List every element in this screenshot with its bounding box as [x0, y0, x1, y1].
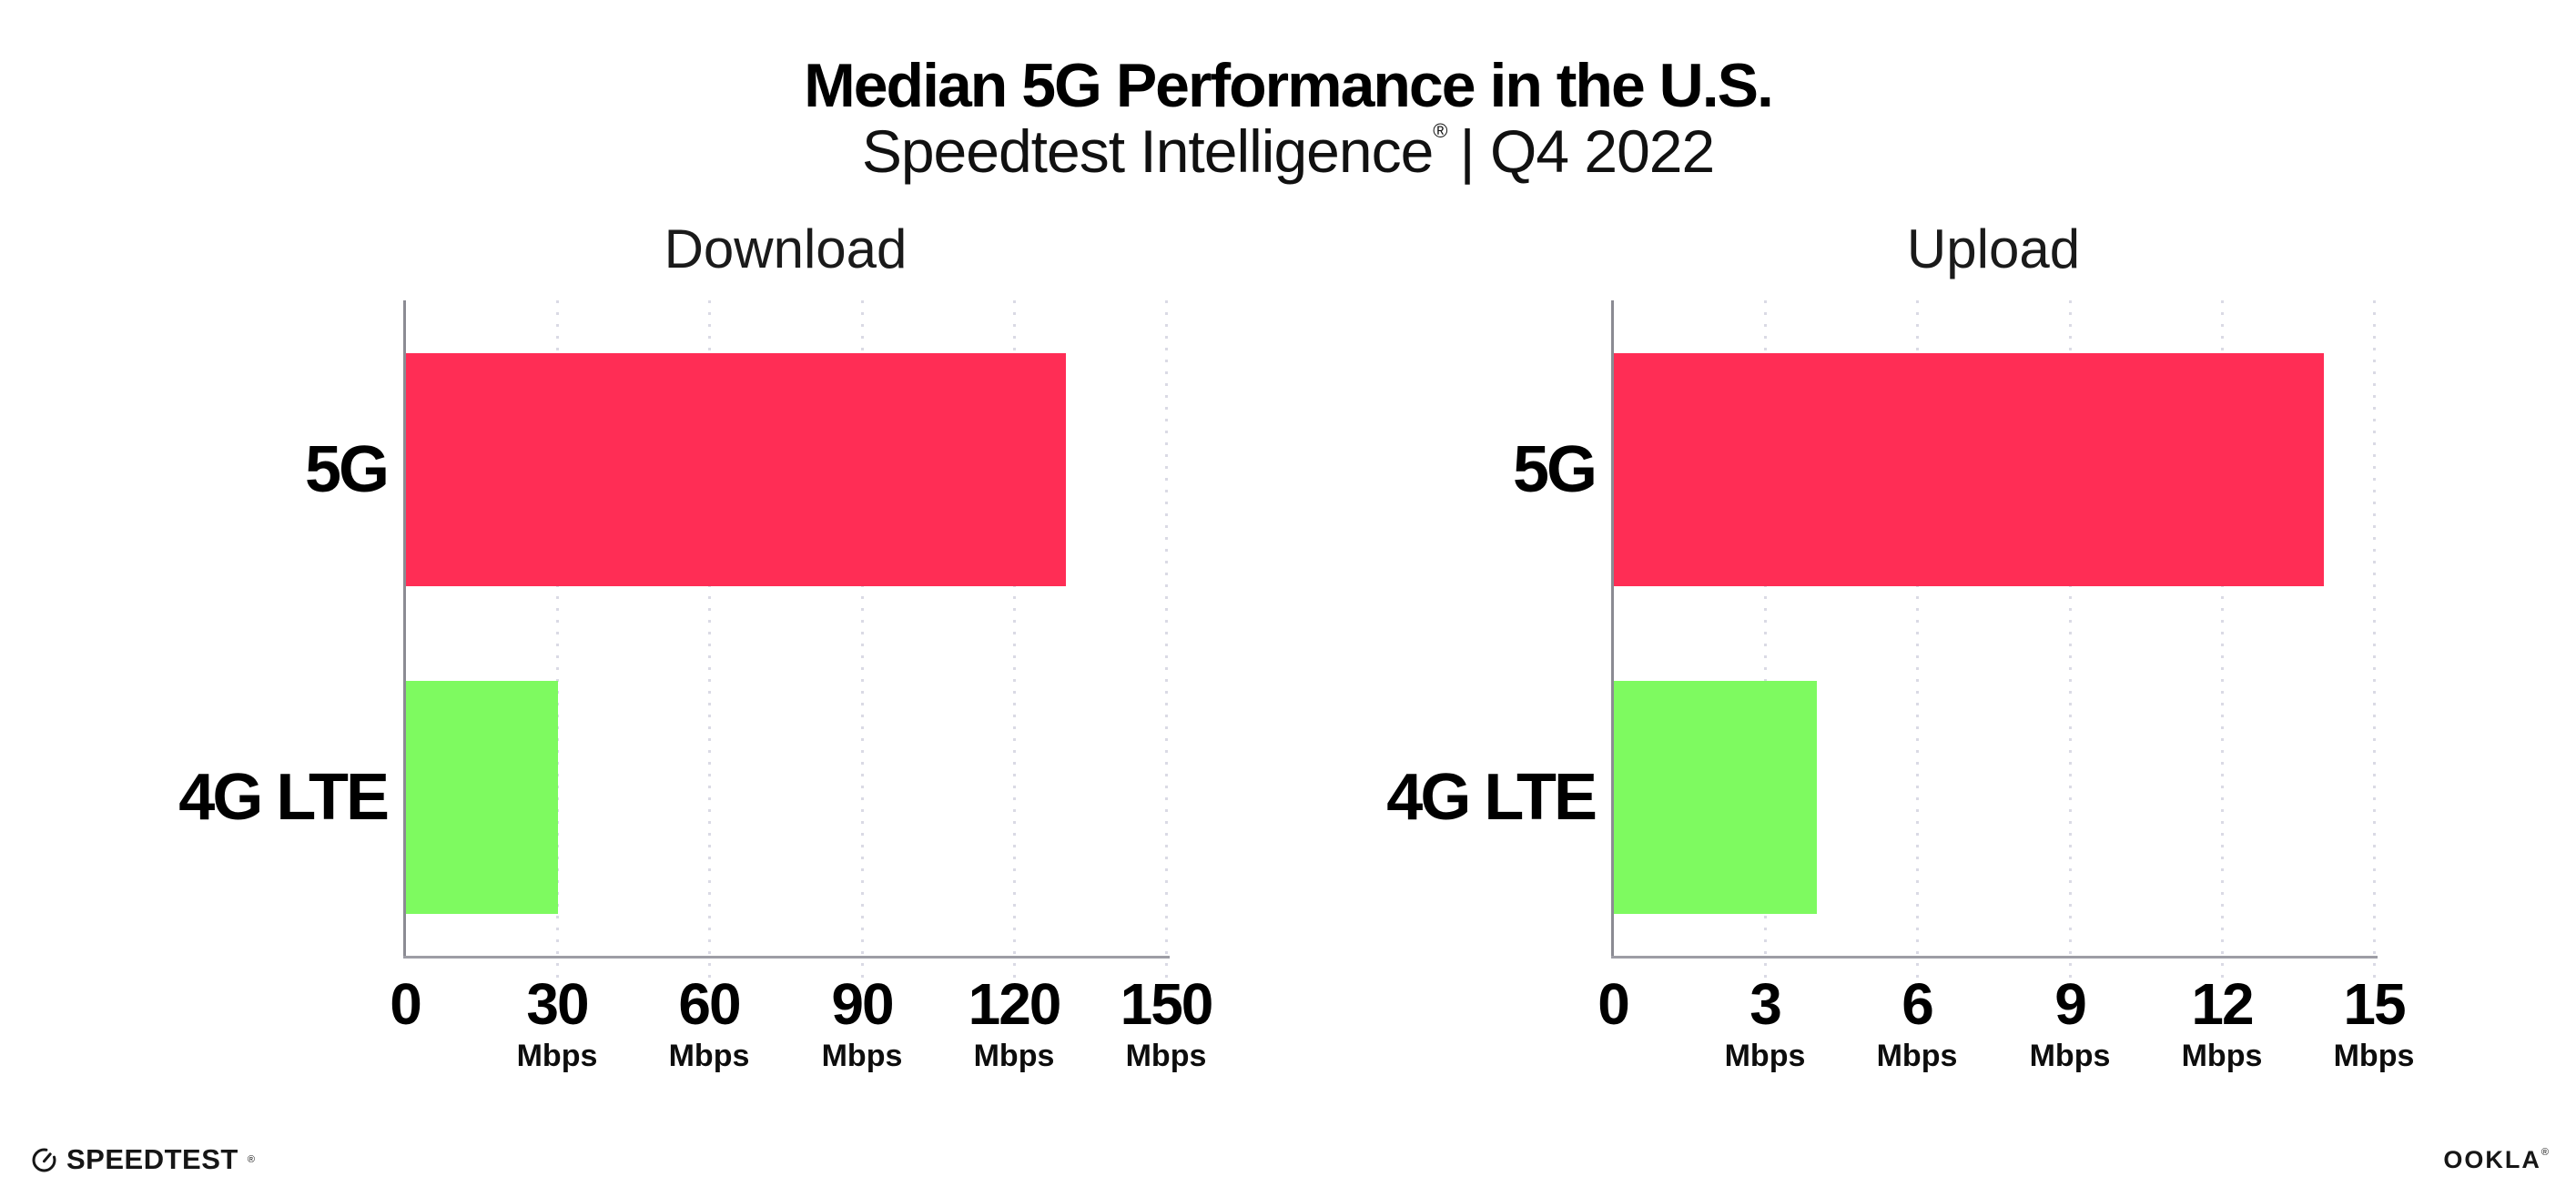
upload-y-axis [1611, 300, 1614, 956]
download-category-label-4g-lte: 4G LTE [178, 761, 390, 834]
upload-x-axis [1611, 956, 2378, 959]
chart-title-upload: Upload [1906, 218, 2081, 279]
upload-tick-12-unit: Mbps [2181, 1039, 2263, 1073]
speedometer-gauge-icon [32, 1148, 56, 1172]
download-tick-150: 150 [1120, 971, 1214, 1037]
download-gridline-120 [1013, 300, 1016, 981]
download-tick-90-unit: Mbps [821, 1039, 903, 1073]
upload-category-label-5g: 5G [1512, 433, 1597, 506]
download-tick-150-unit: Mbps [1125, 1039, 1207, 1073]
speedtest-wordmark: SPEEDTEST [66, 1143, 238, 1175]
subtitle-quarter: | Q4 2022 [1459, 117, 1716, 185]
download-tick-120-unit: Mbps [973, 1039, 1055, 1073]
download-y-axis [403, 300, 406, 956]
download-tick-120: 120 [968, 971, 1062, 1037]
speedtest-logo: SPEEDTEST ® [31, 1143, 255, 1176]
ookla-registered-mark: ® [2541, 1146, 2549, 1158]
upload-tick-12: 12 [2191, 971, 2254, 1037]
upload-gridline-3 [1764, 300, 1767, 981]
upload-tick-3-unit: Mbps [1724, 1039, 1806, 1073]
upload-tick-15-unit: Mbps [2333, 1039, 2415, 1073]
download-gridline-90 [861, 300, 864, 981]
download-bar-4g-lte [406, 681, 558, 914]
download-bar-5g [406, 353, 1066, 586]
upload-gridline-9 [2069, 300, 2072, 981]
upload-tick-0: 0 [1597, 971, 1630, 1037]
footer: SPEEDTEST ® OOKLA® [31, 1136, 2549, 1183]
upload-gridline-6 [1916, 300, 1919, 981]
upload-tick-9: 9 [2054, 971, 2087, 1037]
ookla-wordmark: OOKLA [2443, 1145, 2541, 1173]
download-category-label-5g: 5G [304, 433, 390, 506]
upload-tick-6: 6 [1902, 971, 1934, 1037]
download-gridline-60 [708, 300, 711, 981]
speedtest-registered-mark: ® [247, 1154, 255, 1165]
upload-tick-15: 15 [2343, 971, 2406, 1037]
upload-bar-5g [1614, 353, 2324, 586]
subtitle-brand: Speedtest Intelligence [861, 117, 1434, 185]
ookla-logo: OOKLA® [2443, 1146, 2549, 1174]
download-x-axis [403, 956, 1170, 959]
upload-tick-9-unit: Mbps [2029, 1039, 2111, 1073]
registered-trademark-mark: ® [1433, 119, 1447, 142]
download-gridline-30 [556, 300, 559, 981]
page-subtitle: Speedtest Intelligence® | Q4 2022 [0, 89, 2576, 193]
gauge-needle-icon [42, 1151, 52, 1162]
download-tick-60: 60 [678, 971, 741, 1037]
download-tick-90: 90 [831, 971, 894, 1037]
download-tick-30-unit: Mbps [516, 1039, 598, 1073]
download-tick-0: 0 [390, 971, 422, 1037]
upload-category-label-4g-lte: 4G LTE [1386, 761, 1597, 834]
download-gridline-150 [1165, 300, 1168, 981]
download-tick-30: 30 [526, 971, 589, 1037]
chart-title-download: Download [664, 218, 908, 279]
upload-bar-4g-lte [1614, 681, 1817, 914]
download-tick-60-unit: Mbps [668, 1039, 750, 1073]
upload-tick-3: 3 [1749, 971, 1782, 1037]
page-title: Median 5G Performance in the U.S. [804, 50, 1774, 120]
upload-gridline-15 [2373, 300, 2376, 981]
upload-gridline-12 [2221, 300, 2224, 981]
upload-tick-6-unit: Mbps [1876, 1039, 1958, 1073]
